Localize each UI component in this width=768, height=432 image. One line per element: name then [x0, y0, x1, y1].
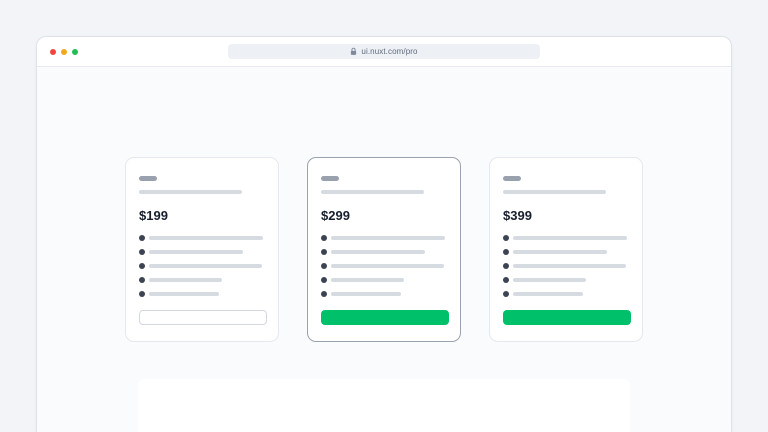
- plan-title-skeleton: [321, 176, 339, 181]
- close-window-button[interactable]: [50, 48, 56, 55]
- feature-item: [139, 235, 265, 241]
- plan-subtitle-skeleton: [139, 190, 242, 194]
- check-bullet-icon: [321, 249, 327, 255]
- plan-subtitle-skeleton: [321, 190, 424, 194]
- feature-text-skeleton: [331, 250, 425, 254]
- plan-price: $199: [139, 208, 168, 223]
- feature-text-skeleton: [331, 264, 444, 268]
- buy-button-primary[interactable]: [503, 310, 631, 325]
- check-bullet-icon: [321, 277, 327, 283]
- check-bullet-icon: [503, 249, 509, 255]
- plan-title-skeleton: [139, 176, 157, 181]
- minimize-window-button[interactable]: [61, 48, 67, 55]
- browser-window: ui.nuxt.com/pro $199: [36, 36, 732, 432]
- pricing-card-standard: $299: [307, 157, 461, 342]
- check-bullet-icon: [139, 263, 145, 269]
- feature-text-skeleton: [149, 236, 263, 240]
- feature-item: [139, 263, 265, 269]
- feature-item: [321, 249, 447, 255]
- feature-text-skeleton: [149, 250, 243, 254]
- check-bullet-icon: [139, 235, 145, 241]
- feature-item: [503, 263, 629, 269]
- maximize-window-button[interactable]: [72, 48, 78, 55]
- feature-item: [321, 277, 447, 283]
- url-text: ui.nuxt.com/pro: [361, 47, 418, 56]
- next-section-panel: [138, 379, 630, 432]
- check-bullet-icon: [503, 235, 509, 241]
- feature-text-skeleton: [331, 292, 401, 296]
- check-bullet-icon: [321, 235, 327, 241]
- check-bullet-icon: [503, 277, 509, 283]
- feature-text-skeleton: [149, 264, 262, 268]
- address-bar[interactable]: ui.nuxt.com/pro: [228, 44, 540, 59]
- pricing-card-premium: $399: [489, 157, 643, 342]
- pricing-card-basic: $199: [125, 157, 279, 342]
- feature-text-skeleton: [331, 236, 445, 240]
- feature-item: [139, 249, 265, 255]
- check-bullet-icon: [139, 249, 145, 255]
- feature-list: [321, 235, 447, 297]
- plan-title-skeleton: [503, 176, 521, 181]
- feature-text-skeleton: [513, 250, 607, 254]
- check-bullet-icon: [321, 263, 327, 269]
- feature-text-skeleton: [149, 278, 222, 282]
- buy-button-outline[interactable]: [139, 310, 267, 325]
- feature-item: [321, 263, 447, 269]
- feature-item: [139, 291, 265, 297]
- feature-list: [139, 235, 265, 297]
- buy-button-primary[interactable]: [321, 310, 449, 325]
- feature-item: [503, 291, 629, 297]
- feature-item: [139, 277, 265, 283]
- feature-text-skeleton: [149, 292, 219, 296]
- feature-text-skeleton: [513, 236, 627, 240]
- check-bullet-icon: [503, 291, 509, 297]
- check-bullet-icon: [139, 291, 145, 297]
- plan-price: $399: [503, 208, 532, 223]
- plan-subtitle-skeleton: [503, 190, 606, 194]
- browser-toolbar: ui.nuxt.com/pro: [37, 37, 731, 67]
- feature-text-skeleton: [331, 278, 404, 282]
- pricing-cards-row: $199 $299: [125, 157, 643, 342]
- lock-icon: [350, 47, 357, 56]
- check-bullet-icon: [503, 263, 509, 269]
- feature-text-skeleton: [513, 264, 626, 268]
- feature-text-skeleton: [513, 292, 583, 296]
- feature-item: [503, 277, 629, 283]
- check-bullet-icon: [139, 277, 145, 283]
- feature-text-skeleton: [513, 278, 586, 282]
- plan-price: $299: [321, 208, 350, 223]
- feature-item: [321, 235, 447, 241]
- feature-list: [503, 235, 629, 297]
- check-bullet-icon: [321, 291, 327, 297]
- feature-item: [321, 291, 447, 297]
- window-controls: [50, 37, 78, 66]
- feature-item: [503, 235, 629, 241]
- feature-item: [503, 249, 629, 255]
- page-content: $199 $299: [37, 68, 731, 432]
